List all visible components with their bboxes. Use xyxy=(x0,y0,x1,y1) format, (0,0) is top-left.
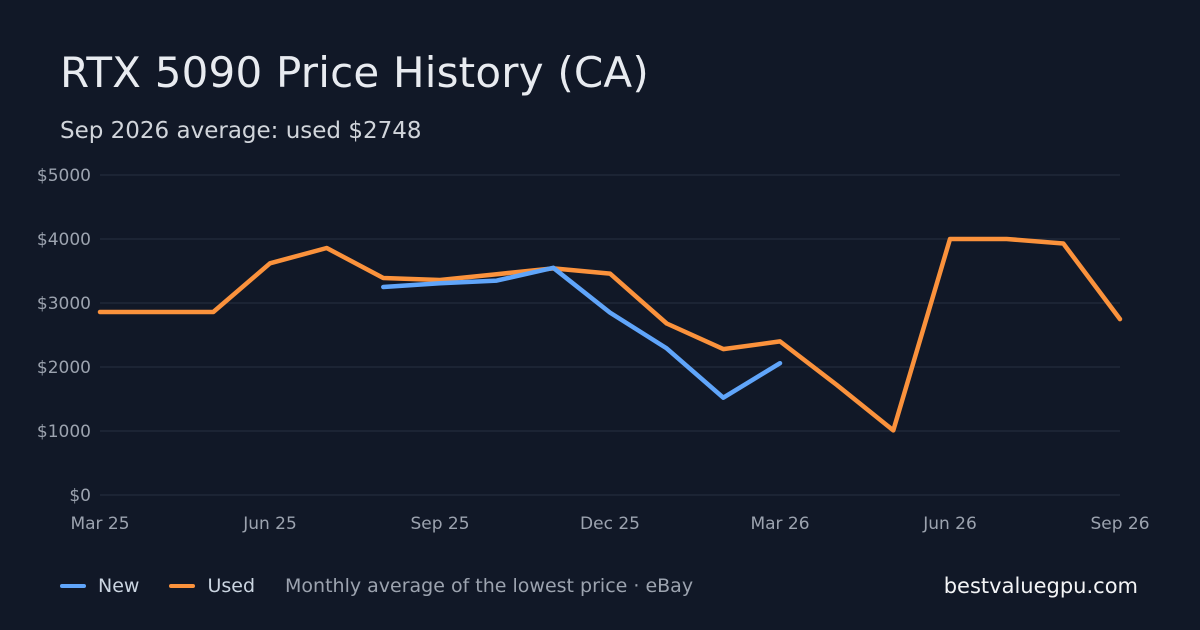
y-tick-label: $2000 xyxy=(37,358,91,378)
x-tick-label: Dec 25 xyxy=(580,514,640,534)
y-tick-label: $4000 xyxy=(37,230,91,250)
chart-subtitle: Sep 2026 average: used $2748 xyxy=(60,118,422,144)
legend-swatch-used xyxy=(169,584,196,588)
y-axis-labels: $0 $1000 $2000 $3000 $4000 $5000 xyxy=(37,166,91,506)
legend-label-new: New xyxy=(98,575,140,597)
legend-item-new[interactable]: New xyxy=(60,575,139,597)
x-tick-label: Mar 26 xyxy=(750,514,809,534)
legend: New Used Monthly average of the lowest p… xyxy=(60,572,693,600)
y-tick-label: $0 xyxy=(69,486,91,506)
data-source-note: Monthly average of the lowest price · eB… xyxy=(285,575,694,597)
x-axis-labels: Mar 25 Jun 25 Sep 25 Dec 25 Mar 26 Jun 26 Sep … xyxy=(70,514,1149,534)
x-tick-label: Jun 25 xyxy=(242,514,297,534)
legend-swatch-new xyxy=(60,584,86,588)
x-tick-label: Mar 25 xyxy=(70,514,129,534)
y-tick-label: $3000 xyxy=(37,294,91,314)
legend-label-used: Used xyxy=(207,575,256,597)
series-lines xyxy=(97,236,1123,433)
chart-title: RTX 5090 Price History (CA) xyxy=(60,48,649,97)
x-tick-label: Jun 26 xyxy=(922,514,977,534)
x-tick-label: Sep 25 xyxy=(410,514,469,534)
series-line-used[interactable] xyxy=(97,236,1123,433)
y-tick-label: $5000 xyxy=(37,166,91,186)
legend-item-used[interactable]: Used xyxy=(169,575,255,597)
brand-link[interactable]: bestvaluegpu.com xyxy=(943,574,1138,598)
series-line-new[interactable] xyxy=(381,265,783,400)
y-tick-label: $1000 xyxy=(37,422,91,442)
x-tick-label: Sep 26 xyxy=(1090,514,1149,534)
grid-lines xyxy=(100,174,1120,496)
